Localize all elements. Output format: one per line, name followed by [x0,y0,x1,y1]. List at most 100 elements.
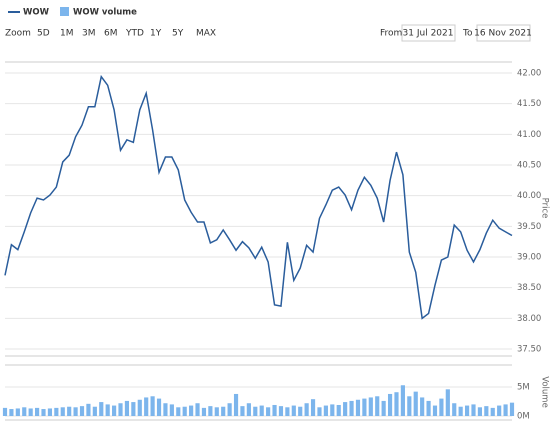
volume-bar [2,407,8,416]
volume-bar [182,406,187,416]
from-label: From [380,29,402,39]
volume-bar [355,399,361,416]
volume-bar [35,407,40,416]
volume-bar [497,405,502,416]
zoom-button[interactable]: 3M [82,29,96,39]
volume-bar [400,385,405,416]
volume-bar [124,400,130,416]
volume-bar [137,399,142,416]
to-date[interactable]: 16 Nov 2021 [474,29,532,39]
volume-bar [310,399,316,416]
legend-symbol[interactable] [60,7,69,16]
volume-bar [323,405,328,416]
y-tick-label: 39.00 [517,253,541,263]
volume-bar [381,400,386,416]
zoom-button[interactable]: 1M [60,29,74,39]
volume-bar [336,404,341,416]
y-tick-label: 41.50 [517,99,541,109]
zoom-button[interactable]: 5Y [172,29,184,39]
volume-bar [285,407,290,416]
zoom-button[interactable]: 6M [104,29,118,39]
volume-bar [105,404,110,416]
volume-bar [208,406,213,416]
volume-bar [439,398,444,416]
volume-bar [163,403,168,416]
y2-tick-label: 0M [517,412,530,422]
volume-bar [426,400,431,416]
to-label: To [462,29,473,39]
zoom-button[interactable]: YTD [125,29,144,39]
volume-bar [246,403,251,416]
volume-bar [362,398,367,416]
volume-bar [407,396,412,416]
volume-bar [503,404,508,416]
volume-bar [445,389,450,416]
legend-item[interactable]: WOW [23,8,50,18]
zoom-button[interactable]: 5D [37,29,50,39]
y-tick-label: 37.50 [517,345,541,355]
y-tick-label: 38.50 [517,283,541,293]
volume-bar [452,403,457,416]
volume-bar [458,406,463,416]
toolbar: Zoom 5D 1M 3M 6M YTD 1Y 5Y MAX From 31 Jul 2021… [5,24,532,42]
volume-bar [304,403,309,416]
volume-bar [477,407,482,416]
volume-bar [41,409,46,416]
volume-bar [15,408,20,416]
volume-bar [131,402,136,416]
volume-bar [432,405,438,416]
zoom-button[interactable]: MAX [196,29,216,39]
volume-bar [195,403,200,416]
volume-bar [99,402,104,416]
volume-bar [387,393,393,416]
volume-bar [54,407,59,416]
volume-bar [266,407,271,416]
volume-bar [86,403,91,416]
y-tick-label: 42.00 [517,69,541,79]
from-input[interactable] [401,24,456,42]
to-input[interactable] [476,24,531,42]
volume-bar [349,400,354,416]
volume-bar [413,391,418,416]
volume-bar [240,406,245,416]
from-date[interactable]: 31 Jul 2021 [403,29,454,39]
volume-bar [73,407,78,416]
y-tick-label: 39.50 [517,222,541,232]
volume-bar [298,406,303,416]
volume-bar [484,406,489,416]
volume-bar [144,397,149,416]
volume-bar [112,405,117,416]
volume-bar [169,404,174,416]
volume-bar [278,406,284,416]
volume-bar [253,406,258,416]
price-line [4,74,513,320]
volume-bar [291,405,296,416]
volume-bar [368,397,373,416]
zoom-label: Zoom [5,29,31,39]
volume-bar [118,403,123,416]
volume-bar [221,406,226,416]
y-axis-title: Price [540,198,550,219]
y-tick-label: 40.00 [517,191,541,201]
volume-bar [28,408,33,416]
zoom-buttons: 5D 1M 3M 6M YTD 1Y 5Y MAX [37,29,216,39]
volume-bar [67,406,72,416]
legend-item[interactable]: WOW volume [73,8,137,18]
volume-bar [201,407,207,416]
volume-bar [330,404,335,416]
volume-bar [272,404,277,416]
volume-bar [420,397,425,416]
volume-bar [343,402,348,416]
volume-bar [156,398,162,416]
volume-bar [22,407,27,416]
zoom-button[interactable]: 1Y [150,29,162,39]
volume-bar [394,392,399,416]
y2-tick-label: 5M [517,383,530,393]
volume-bar [259,405,264,416]
volume-bar [509,402,515,416]
y-tick-label: 38.00 [517,314,541,324]
volume-bar [176,407,181,416]
volume-bar [233,393,239,416]
volume-bar [79,406,85,416]
volume-bar [490,407,495,416]
